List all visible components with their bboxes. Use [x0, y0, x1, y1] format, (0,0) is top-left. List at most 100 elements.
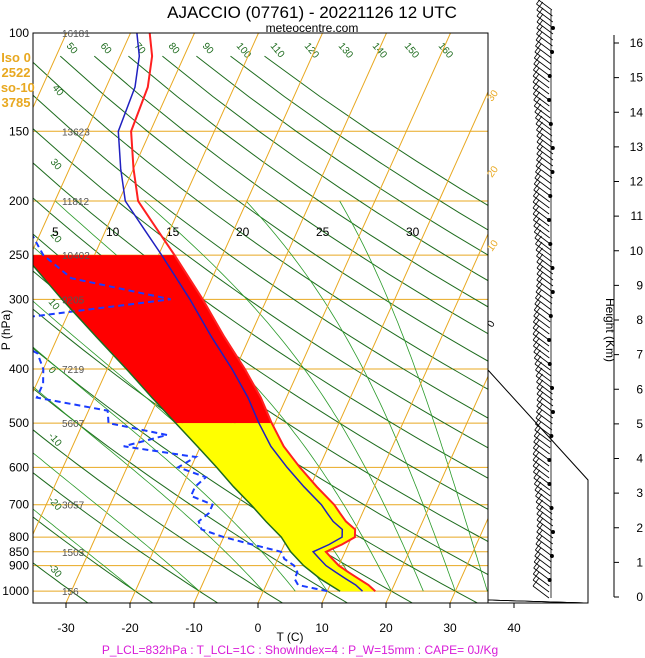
wind-station-dot [547, 458, 552, 462]
wind-barb-flag [535, 487, 542, 497]
wind-barb [535, 117, 552, 131]
isotherm-line [257, 90, 488, 603]
height-tick-label: 16 [630, 36, 644, 50]
wind-barb-flag [532, 193, 540, 203]
wind-barb-flag [536, 373, 543, 383]
wind-barb-flag [532, 79, 540, 89]
wind-barb [533, 345, 550, 359]
height-tick-label: 11 [631, 209, 644, 223]
wind-station-dot [547, 98, 552, 102]
wind-barb [534, 237, 552, 251]
wind-barb-flag [533, 91, 541, 101]
wind-barb-flag [535, 115, 543, 125]
wind-barb-flag [536, 505, 544, 515]
wind-barb-flag [536, 25, 543, 35]
wind-barb-flag [535, 163, 542, 173]
isotherm-line [385, 375, 488, 603]
wind-barb-flag [534, 229, 542, 239]
chart-subtitle: meteocentre.com [266, 21, 359, 35]
wind-barb-flag [533, 313, 540, 323]
wind-barb-flag [535, 235, 542, 245]
wind-station-dot [550, 410, 555, 414]
iso-10-label: Iso-10 [0, 80, 35, 95]
wind-station-dot [547, 338, 552, 342]
cape-area [33, 255, 376, 592]
pressure-tick-label: 850 [9, 545, 29, 559]
wind-barb-flag [535, 241, 543, 251]
moist-adiabat-line [33, 346, 296, 592]
wind-barb-flag [536, 127, 544, 137]
wind-barb-flag [533, 175, 541, 185]
wind-barb [535, 495, 552, 509]
wind-barb-flag [536, 145, 544, 155]
wind-barb-flag [533, 463, 540, 473]
stability-indices: P_LCL=832hPa : T_LCL=1C : ShowIndex=4 : … [102, 643, 498, 657]
isotherm-label: 0 [485, 318, 497, 329]
wind-station-dot [550, 26, 555, 30]
wind-barb-flag [536, 0, 540, 5]
wind-barb [536, 129, 553, 143]
wind-barb [535, 375, 553, 389]
height-tick-label: 3 [636, 486, 643, 500]
height-tick-label: 15 [630, 71, 644, 85]
wind-barb-flag [536, 7, 544, 17]
moist-adiabat-line [33, 452, 200, 592]
wind-barb-flag [534, 295, 542, 305]
wind-barb-flag [533, 343, 541, 353]
wind-barb-flag [536, 247, 543, 257]
wind-barb [536, 381, 553, 395]
dry-adiabat-line [33, 562, 89, 603]
geopotential-height-label: 1503 [62, 548, 85, 559]
wind-barb-flag [532, 325, 540, 335]
wind-barb-flag [536, 121, 543, 131]
pressure-tick-label: 300 [9, 292, 29, 306]
wind-station-dot [550, 530, 555, 534]
pressure-tick-label: 700 [9, 498, 29, 512]
wind-barb-flag [535, 37, 542, 47]
wind-barb [532, 465, 550, 479]
wind-barb-flag [535, 361, 542, 371]
geopotential-height-label: 156 [62, 587, 79, 598]
isobar-grid [33, 32, 488, 592]
wind-barb-flag [534, 355, 542, 365]
wind-barb-flag [533, 85, 540, 95]
wind-barb-flag [533, 211, 540, 221]
temperature-tick-label: 40 [507, 621, 521, 635]
isotherm-line [449, 517, 488, 603]
iso0-value: 2522 [2, 65, 31, 80]
wind-barb [535, 243, 552, 257]
wind-barb-flag [533, 223, 541, 233]
wind-barb [536, 135, 554, 149]
wind-barb [533, 225, 551, 239]
pressure-tick-label: 1000 [2, 584, 29, 598]
geopotential-height-label: 16181 [62, 29, 90, 40]
height-tick-label: 12 [630, 175, 644, 189]
pressure-tick-label: 400 [9, 362, 29, 376]
wind-barb [534, 357, 551, 371]
pressure-tick-label: 250 [9, 248, 29, 262]
geopotential-height-label: 7219 [62, 365, 85, 376]
wind-station-dot [550, 266, 555, 270]
wind-barb [534, 111, 552, 125]
wind-barb-flag [535, 493, 543, 503]
geopotential-height-label: 3057 [62, 501, 85, 512]
wind-barb-flag [535, 109, 542, 119]
wind-barb [532, 585, 550, 599]
temperature-line [130, 33, 376, 592]
temperature-tick-label: -20 [121, 621, 139, 635]
wind-barb-flag [533, 55, 541, 65]
wind-barb-flag [532, 571, 540, 581]
wind-barb-flag [532, 451, 540, 461]
wind-barb-flag [536, 133, 544, 143]
wind-barb-flag [536, 13, 544, 23]
isotherm-line [65, 33, 323, 603]
pressure-tick-label: 500 [9, 416, 29, 430]
moist-adiabat-line [144, 200, 424, 592]
wind-barb-flag [533, 553, 541, 563]
wind-barb-flag [534, 43, 542, 53]
wind-barb-flag [533, 307, 541, 317]
wind-barb-flag [534, 475, 541, 485]
wind-barb [533, 93, 550, 107]
wind-barb [535, 123, 553, 137]
plot-frame [32, 32, 489, 604]
